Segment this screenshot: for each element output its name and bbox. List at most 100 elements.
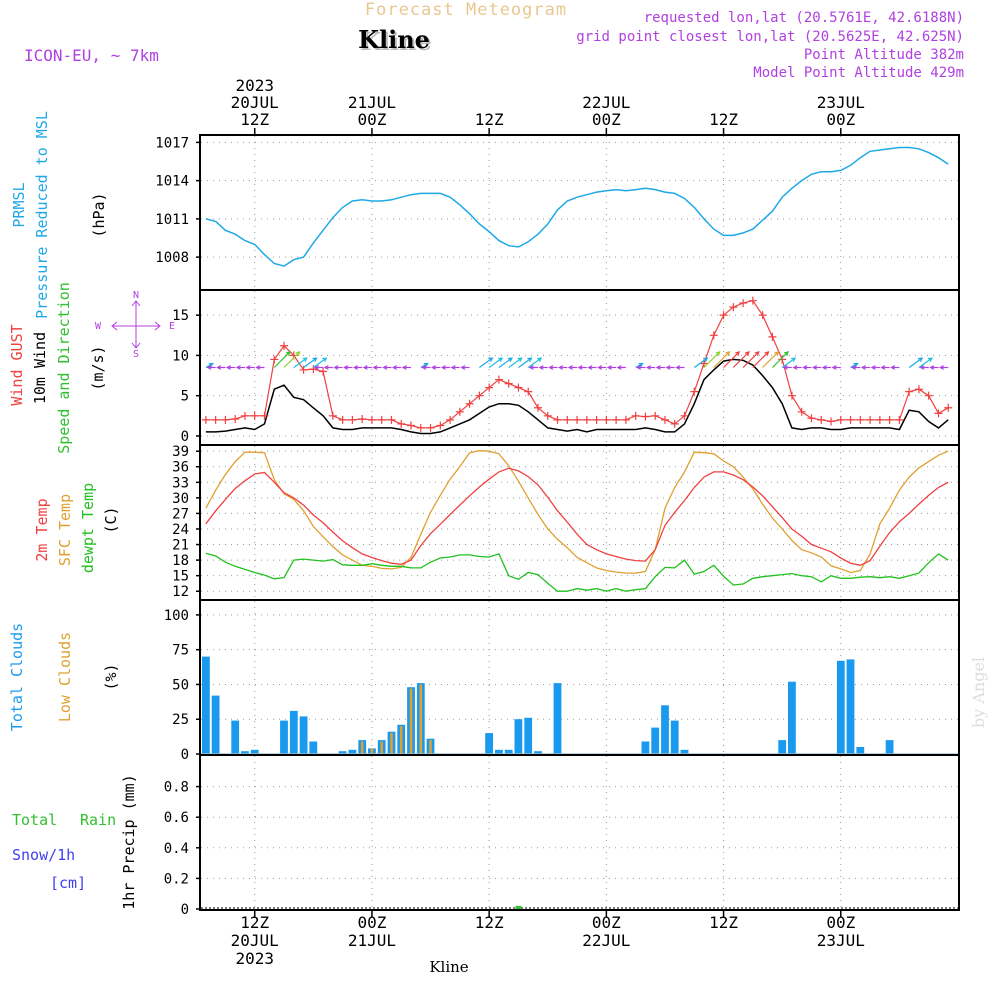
wind-direction-arrow	[420, 362, 429, 369]
y-tick-label: 1011	[155, 212, 189, 228]
wind-direction-arrowhead	[323, 365, 329, 370]
top-time-label: 12Z	[240, 110, 269, 129]
wind-direction-arrowhead	[587, 365, 593, 370]
temp2m-label: 2m Temp	[33, 498, 51, 561]
wind-direction-arrowhead	[890, 365, 896, 370]
total-cloud-bar	[299, 716, 308, 754]
temperature-unit: (C)	[102, 506, 120, 533]
wind-direction-arrowhead	[548, 365, 554, 370]
wind-direction-arrowhead	[754, 350, 760, 356]
wind-10m-label: 10m Wind	[31, 332, 49, 404]
wind-gust-point	[602, 415, 611, 424]
wind-gust-point	[866, 415, 875, 424]
total-cloud-bar	[309, 741, 318, 754]
pressure-panel-frame	[199, 134, 960, 291]
wind-direction-arrowhead	[597, 365, 603, 370]
total-cloud-bar	[680, 749, 689, 754]
y-tick-label: 30	[172, 491, 189, 507]
wind-direction-arrowhead	[333, 365, 339, 370]
compass-east: E	[169, 321, 175, 332]
y-tick-label: 0.6	[164, 810, 189, 826]
clouds-unit: (%)	[102, 663, 120, 690]
wind-direction-arrowhead	[431, 365, 437, 370]
wind-gust-point	[240, 411, 249, 420]
wind-direction-arrowhead	[517, 357, 523, 362]
low-cloud-bar	[409, 688, 413, 754]
wind-gust-point	[358, 415, 367, 424]
low-clouds-label: Low Clouds	[56, 632, 74, 722]
point-altitude: Point Altitude 382m	[804, 47, 964, 63]
wind-gust-point	[455, 407, 464, 416]
wind-gust-point	[377, 415, 386, 424]
wind-direction-arrow	[205, 362, 214, 369]
wind-direction-arrowhead	[675, 365, 681, 370]
wind-direction-arrow	[527, 357, 542, 368]
wind-y-ticks: 0 5 10 15	[172, 308, 201, 445]
total-cloud-bar	[651, 727, 660, 754]
wind-direction-arrow	[781, 357, 796, 368]
wind-direction-arrowhead	[606, 365, 612, 370]
wind-gust-point	[270, 355, 279, 364]
wind-direction-arrowhead	[919, 365, 925, 370]
y-tick-label: 75	[172, 643, 189, 659]
wind-gust-point	[260, 411, 269, 420]
y-tick-label: 10	[172, 348, 189, 364]
temperature-grid	[201, 446, 958, 599]
wind-gust-point	[719, 311, 728, 320]
wind-direction-arrow	[518, 357, 532, 368]
wind-direction-arrowhead	[853, 362, 859, 368]
wind-gust-point	[895, 415, 904, 424]
wind-gust-point	[250, 411, 259, 420]
wind-gust-point	[914, 385, 923, 394]
wind-direction-arrowhead	[440, 365, 446, 370]
wind-gust-point	[504, 379, 513, 388]
snow-unit: [cm]	[50, 874, 86, 892]
y-tick-label: 25	[172, 712, 189, 728]
wind-gust-point	[338, 415, 347, 424]
clouds-plot	[201, 656, 958, 755]
wind-grid	[201, 291, 958, 444]
wind-gust-point	[465, 399, 474, 408]
y-tick-label: 1017	[155, 135, 189, 151]
wind-direction-arrow	[908, 357, 923, 368]
clouds-panel-frame	[199, 599, 960, 756]
y-tick-label: 12	[172, 584, 189, 600]
top-time-label: 12Z	[475, 110, 504, 129]
bottom-time-label: 12Z	[240, 913, 269, 932]
wind-direction-arrowhead	[527, 357, 533, 362]
temp2m-line	[205, 467, 949, 566]
pressure-plot	[205, 146, 949, 267]
wind-direction-arrow	[508, 357, 522, 368]
wind-gust-point	[407, 421, 416, 430]
compass-arrows-icon	[111, 300, 161, 349]
wind-direction-arrowhead	[206, 365, 212, 370]
wind-direction-arrowhead	[302, 357, 308, 362]
wind-direction-arrowhead	[362, 365, 368, 370]
wind-gust-point	[768, 332, 777, 341]
wind-gust-point	[582, 415, 591, 424]
rain-label: Rain	[80, 811, 116, 829]
wind-direction-arrowhead	[255, 365, 261, 370]
wind-direction-arrowhead	[295, 351, 301, 356]
wind-direction-arrowhead	[285, 350, 291, 356]
wind-direction-arrowhead	[782, 365, 788, 370]
y-tick-label: 18	[172, 553, 189, 569]
wind-gust-point	[231, 415, 240, 424]
wind-gust-point	[221, 415, 230, 424]
wind-direction-arrow	[479, 357, 493, 368]
wind-direction-arrowhead	[507, 357, 513, 362]
bottom-time-label: 20JUL	[231, 931, 279, 950]
y-tick-label: 1014	[155, 174, 189, 190]
total-cloud-bar	[885, 740, 894, 754]
total-cloud-bar	[289, 710, 298, 754]
wind-direction-arrowhead	[538, 365, 544, 370]
total-cloud-bar	[202, 656, 210, 754]
wind-direction-arrow	[723, 351, 740, 368]
wind-direction-arrowhead	[401, 365, 407, 370]
temperature-plot	[205, 450, 949, 592]
wind-direction-arrow	[918, 357, 933, 368]
wind-direction-arrowhead	[208, 362, 214, 368]
